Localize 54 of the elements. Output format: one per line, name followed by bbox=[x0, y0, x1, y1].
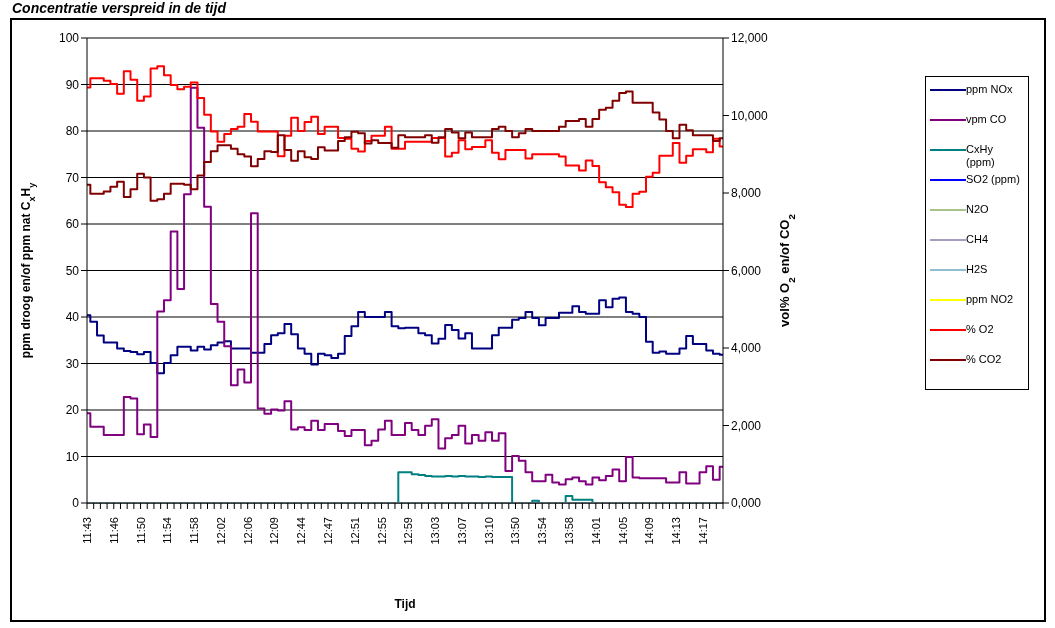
y-tick-label: 10 bbox=[65, 449, 80, 464]
x-tick-label: 13:50 bbox=[509, 517, 522, 545]
x-tick-label: 14:13 bbox=[670, 517, 683, 545]
y-tick-label: 100 bbox=[58, 31, 80, 46]
legend-label: CH4 bbox=[966, 233, 989, 246]
x-tick-label: 13:03 bbox=[429, 517, 442, 545]
legend-label: % CO2 bbox=[966, 353, 1002, 366]
y-tick-label: 30 bbox=[65, 356, 80, 371]
y-tick-label: 90 bbox=[65, 77, 80, 92]
x-tick-label: 14:01 bbox=[589, 517, 602, 545]
y2-tick-label: 12,000 bbox=[731, 31, 769, 46]
x-tick-label: 13:10 bbox=[482, 517, 495, 545]
y2-tick-label: 4,000 bbox=[731, 341, 762, 356]
y-tick-label: 20 bbox=[65, 403, 80, 418]
x-tick-label: 13:07 bbox=[455, 517, 468, 545]
y-tick-label: 70 bbox=[65, 170, 80, 185]
chart-title: Concentratie verspreid in de tijd bbox=[12, 0, 226, 16]
x-tick-label: 11:54 bbox=[161, 517, 174, 544]
y-tick-label: 40 bbox=[65, 310, 80, 325]
y2-tick-label: 0,000 bbox=[731, 496, 762, 511]
x-tick-label: 14:09 bbox=[643, 517, 656, 545]
x-tick-label: 12:02 bbox=[214, 517, 227, 545]
y-tick-label: 50 bbox=[65, 263, 80, 278]
legend-label: % O2 bbox=[966, 323, 994, 336]
y-tick-label: 60 bbox=[65, 217, 80, 232]
x-tick-label: 13:58 bbox=[563, 517, 576, 545]
legend-label: SO2 (ppm) bbox=[966, 173, 1020, 186]
x-tick-label: 13:54 bbox=[536, 517, 549, 545]
y2-tick-label: 10,000 bbox=[731, 108, 769, 123]
x-tick-label: 11:43 bbox=[81, 517, 93, 544]
legend-label: ppm NO2 bbox=[966, 293, 1014, 306]
x-axis-title: Tijd bbox=[394, 597, 416, 611]
x-tick-label: 12:47 bbox=[322, 517, 335, 545]
legend-label: H2S bbox=[966, 263, 988, 276]
x-tick-label: 12:59 bbox=[402, 517, 415, 545]
legend-label: N2O bbox=[966, 203, 989, 216]
y2-tick-label: 6,000 bbox=[731, 263, 762, 278]
y-tick-label: 80 bbox=[65, 124, 80, 139]
x-tick-label: 11:50 bbox=[134, 517, 147, 544]
y2-tick-label: 2,000 bbox=[731, 418, 762, 433]
x-tick-label: 14:17 bbox=[696, 517, 709, 545]
legend-label: ppm NOx bbox=[966, 83, 1013, 96]
x-tick-label: 12:55 bbox=[375, 517, 388, 545]
x-tick-label: 14:05 bbox=[616, 517, 629, 545]
legend-label: vpm CO bbox=[966, 113, 1007, 126]
x-tick-label: 11:46 bbox=[107, 517, 120, 544]
x-tick-label: 11:58 bbox=[188, 517, 201, 544]
y2-tick-label: 8,000 bbox=[731, 186, 762, 201]
legend-label: CxHy (ppm) bbox=[966, 143, 996, 169]
x-tick-label: 12:51 bbox=[348, 517, 361, 545]
x-tick-label: 12:09 bbox=[268, 517, 281, 545]
y-tick-label: 0 bbox=[72, 496, 80, 511]
x-tick-label: 12:44 bbox=[295, 517, 308, 545]
x-tick-label: 12:06 bbox=[241, 517, 254, 545]
